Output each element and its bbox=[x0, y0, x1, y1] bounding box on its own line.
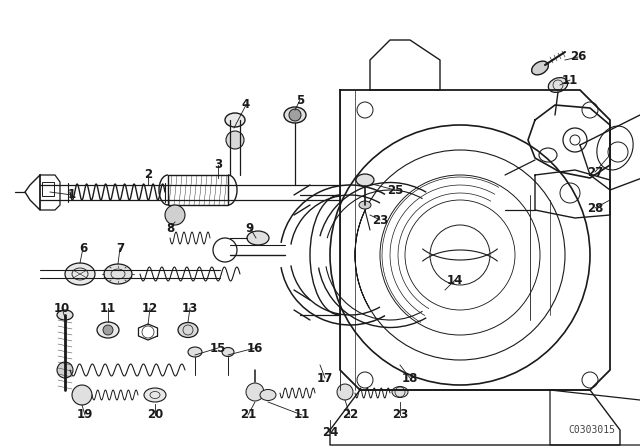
Text: 15: 15 bbox=[210, 341, 226, 354]
Text: 12: 12 bbox=[142, 302, 158, 314]
Ellipse shape bbox=[356, 174, 374, 186]
Text: 24: 24 bbox=[322, 426, 338, 439]
Ellipse shape bbox=[392, 387, 408, 397]
Ellipse shape bbox=[284, 107, 306, 123]
Bar bbox=[42, 182, 54, 196]
Text: 11: 11 bbox=[294, 409, 310, 422]
Circle shape bbox=[337, 384, 353, 400]
Text: 7: 7 bbox=[116, 241, 124, 254]
Text: 25: 25 bbox=[387, 184, 403, 197]
Text: 2: 2 bbox=[144, 168, 152, 181]
Text: 26: 26 bbox=[570, 51, 586, 64]
Text: 16: 16 bbox=[247, 341, 263, 354]
Text: 10: 10 bbox=[54, 302, 70, 314]
Ellipse shape bbox=[57, 310, 73, 320]
Text: 23: 23 bbox=[372, 214, 388, 227]
Ellipse shape bbox=[532, 61, 548, 75]
Text: 4: 4 bbox=[242, 99, 250, 112]
Circle shape bbox=[103, 325, 113, 335]
Text: 11: 11 bbox=[100, 302, 116, 314]
Text: 23: 23 bbox=[392, 409, 408, 422]
Ellipse shape bbox=[65, 263, 95, 285]
Ellipse shape bbox=[359, 201, 371, 209]
Text: 27: 27 bbox=[587, 165, 603, 178]
Text: 20: 20 bbox=[147, 409, 163, 422]
Text: 22: 22 bbox=[342, 409, 358, 422]
Circle shape bbox=[289, 109, 301, 121]
Text: 9: 9 bbox=[246, 221, 254, 234]
Text: 8: 8 bbox=[166, 221, 174, 234]
Ellipse shape bbox=[225, 113, 245, 127]
Ellipse shape bbox=[247, 231, 269, 245]
Text: 19: 19 bbox=[77, 409, 93, 422]
Text: 28: 28 bbox=[587, 202, 603, 215]
Text: 11: 11 bbox=[562, 73, 578, 86]
Text: 13: 13 bbox=[182, 302, 198, 314]
Ellipse shape bbox=[104, 264, 132, 284]
Ellipse shape bbox=[548, 78, 568, 92]
Text: 1: 1 bbox=[68, 189, 76, 202]
Text: 5: 5 bbox=[296, 94, 304, 107]
Circle shape bbox=[226, 131, 244, 149]
Ellipse shape bbox=[97, 322, 119, 338]
Ellipse shape bbox=[260, 389, 276, 401]
Text: 14: 14 bbox=[447, 273, 463, 287]
Ellipse shape bbox=[222, 348, 234, 357]
Ellipse shape bbox=[188, 347, 202, 357]
Circle shape bbox=[57, 362, 73, 378]
Ellipse shape bbox=[144, 388, 166, 402]
Text: 21: 21 bbox=[240, 409, 256, 422]
Text: C0303015: C0303015 bbox=[568, 425, 616, 435]
Text: 18: 18 bbox=[402, 371, 418, 384]
Ellipse shape bbox=[178, 323, 198, 337]
Circle shape bbox=[246, 383, 264, 401]
Bar bbox=[168, 175, 228, 205]
Text: 6: 6 bbox=[79, 241, 87, 254]
Circle shape bbox=[165, 205, 185, 225]
Circle shape bbox=[72, 385, 92, 405]
Text: 17: 17 bbox=[317, 371, 333, 384]
Text: 3: 3 bbox=[214, 159, 222, 172]
